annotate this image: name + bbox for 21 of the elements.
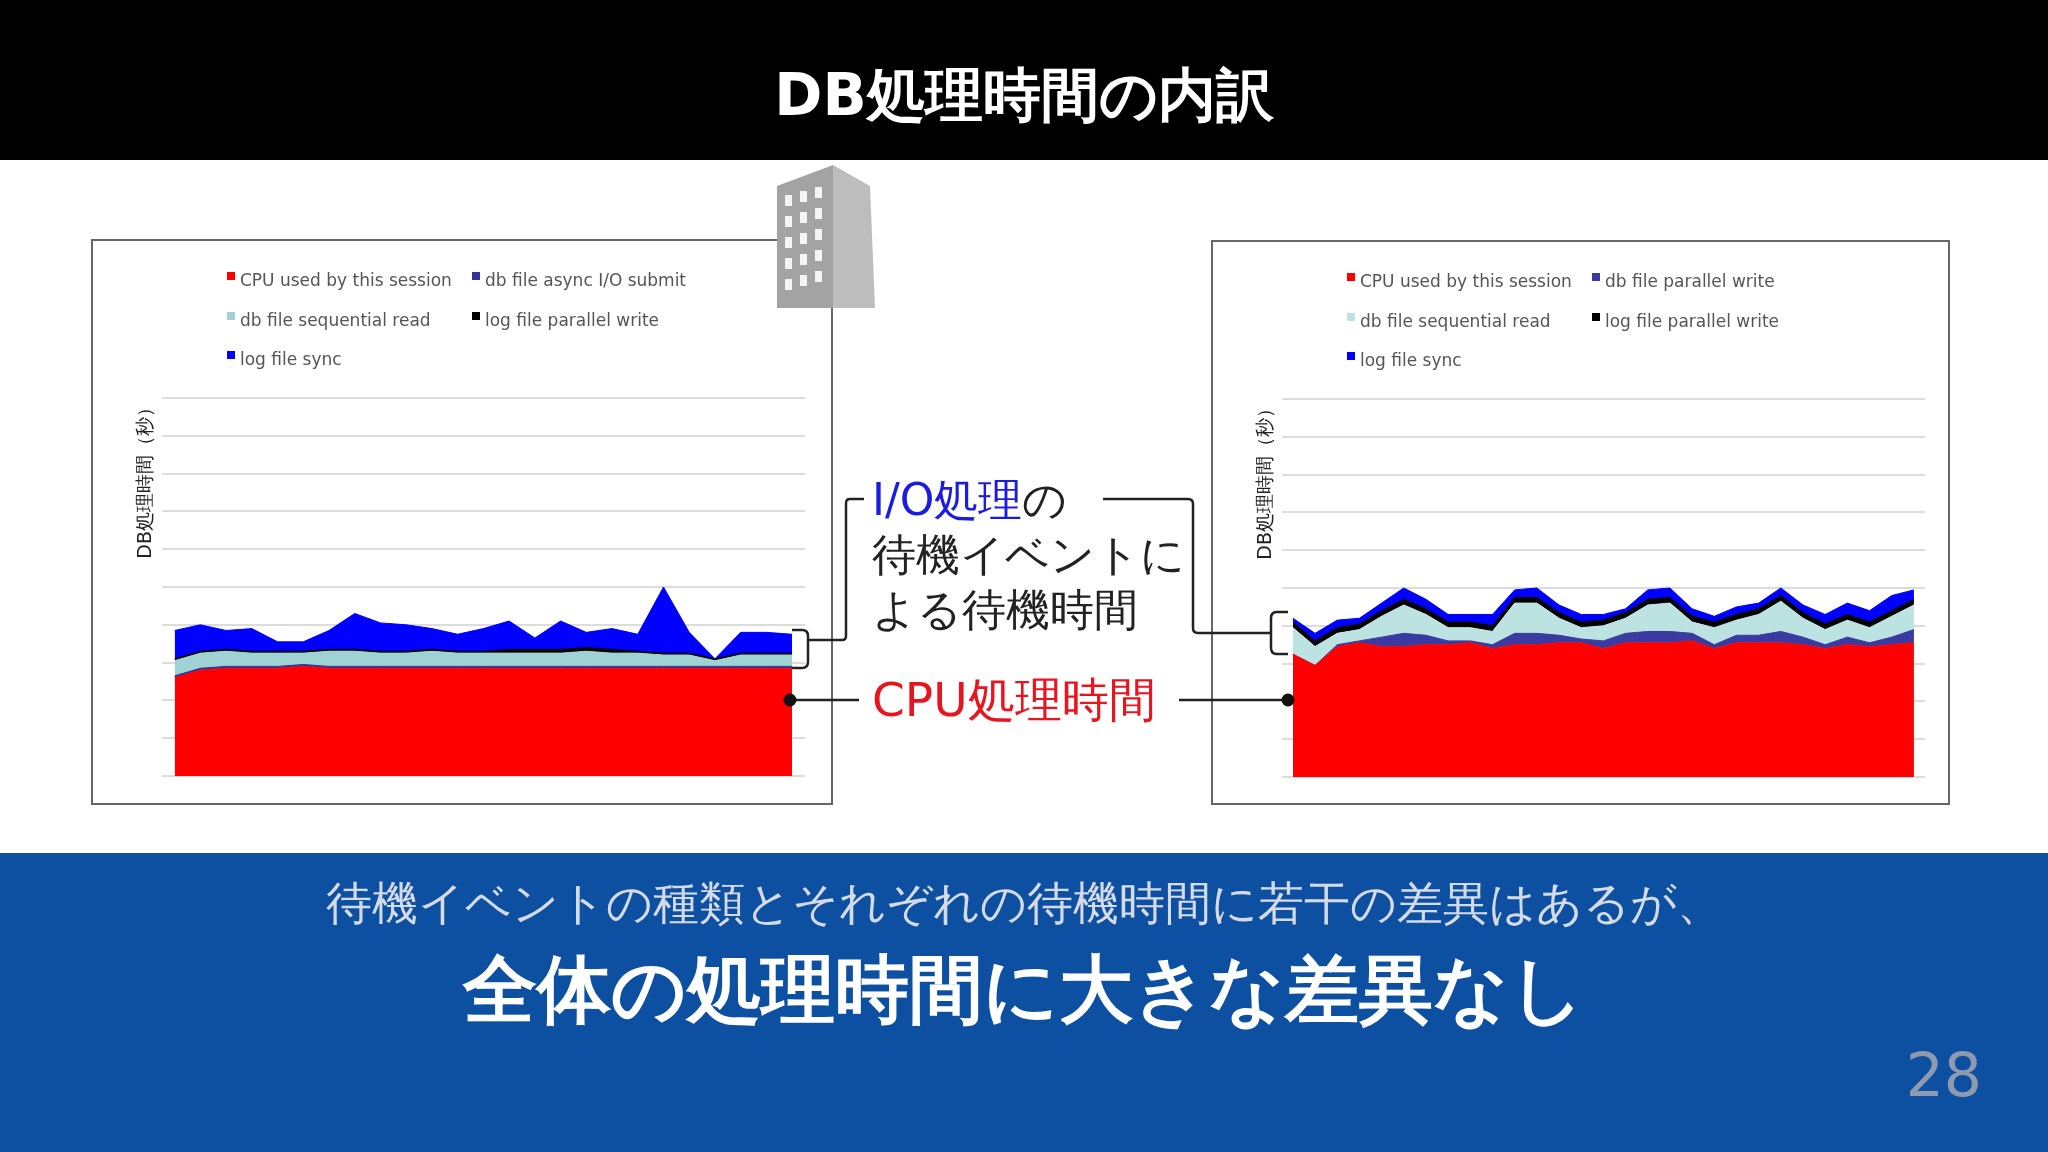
legend-label: log file parallel write: [485, 308, 660, 332]
text: CPU処理時間: [872, 671, 1156, 727]
legend-label: db file async I/O submit: [485, 269, 687, 292]
text: 全体の処理時間に大きな差異なし: [463, 945, 1585, 1032]
legend-label: db file sequential read: [1360, 309, 1551, 333]
text: の: [1022, 473, 1068, 525]
text: DB処理時間の内訳: [774, 61, 1274, 129]
legend-label: log file parallel write: [1605, 309, 1780, 333]
legend-label: db file parallel write: [1605, 270, 1775, 293]
text: 28: [1905, 1039, 1982, 1110]
legend-label: CPU used by this session: [240, 269, 452, 292]
legend-label: log file sync: [1360, 349, 1462, 372]
y-axis-title: DB処理時間（秒）: [1253, 399, 1276, 560]
legend-label: log file sync: [240, 348, 342, 371]
legend-label: db file sequential read: [240, 308, 431, 332]
text: よる待機時間: [872, 583, 1138, 635]
y-axis-title: DB処理時間（秒）: [133, 398, 156, 559]
text: 待機イベントの種類とそれぞれの待機時間に若干の差異はあるが、: [325, 876, 1723, 931]
text: 待機イベントに: [872, 528, 1185, 580]
text: I/O処理: [872, 473, 1023, 525]
legend-label: CPU used by this session: [1360, 270, 1572, 293]
